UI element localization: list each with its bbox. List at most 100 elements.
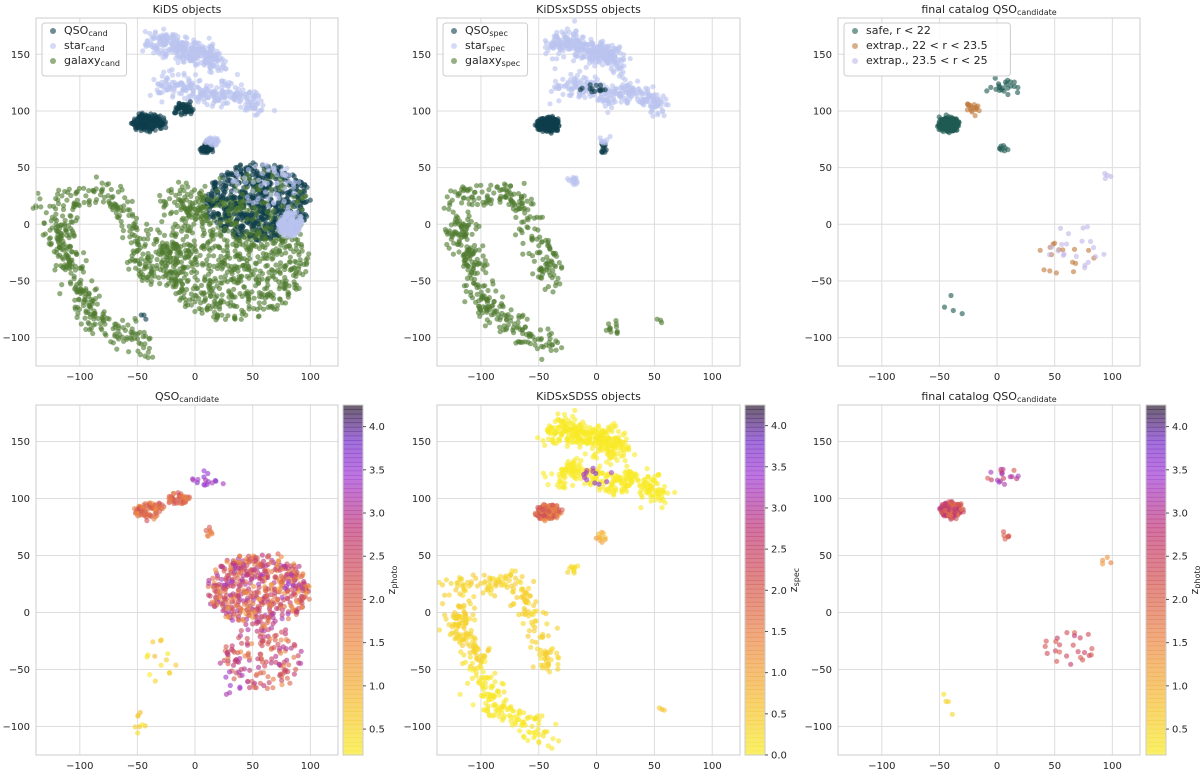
- x-tick-label: 100: [301, 372, 320, 383]
- point-galaxy: [188, 225, 194, 231]
- point-star: [169, 72, 176, 78]
- point-galaxy: [167, 259, 173, 265]
- point-galaxy: [179, 199, 185, 205]
- point-galaxy: [529, 253, 536, 259]
- point-galaxy: [539, 343, 545, 349]
- point-galaxy: [468, 218, 474, 225]
- point-galaxy: [296, 270, 303, 276]
- point-star: [215, 67, 221, 73]
- point-galaxy: [184, 227, 190, 233]
- point-galaxy: [459, 200, 465, 206]
- point-galaxy: [130, 213, 136, 219]
- point-star: [597, 51, 603, 57]
- point-galaxy: [537, 249, 543, 255]
- point-galaxy: [519, 200, 525, 207]
- point-star: [177, 55, 183, 61]
- y-tick-label: −100: [805, 333, 832, 344]
- point-star: [143, 43, 149, 49]
- point-qso: [141, 312, 147, 318]
- point-galaxy: [251, 306, 257, 312]
- point-galaxy: [553, 347, 559, 353]
- point-star: [548, 88, 555, 94]
- point-safe: [996, 81, 1002, 87]
- point-star: [627, 56, 633, 62]
- y-tick-label: −100: [404, 333, 431, 344]
- point-galaxy: [460, 188, 467, 194]
- point-star: [252, 163, 258, 169]
- point-star: [654, 92, 660, 98]
- point-galaxy: [64, 232, 70, 238]
- point-star: [171, 86, 177, 92]
- point-galaxy: [248, 244, 254, 250]
- point-star: [157, 33, 163, 39]
- point-star: [560, 76, 566, 82]
- point-galaxy: [144, 277, 150, 283]
- point-galaxy: [532, 226, 538, 232]
- point-galaxy: [214, 283, 220, 289]
- point-star: [590, 41, 596, 47]
- point-galaxy: [181, 188, 187, 194]
- point-galaxy: [127, 207, 133, 213]
- point-galaxy: [86, 321, 92, 327]
- point-extrap_faint: [1080, 225, 1086, 231]
- point-qso: [147, 128, 153, 134]
- point-galaxy: [37, 196, 43, 202]
- point-galaxy: [303, 193, 309, 199]
- point-star: [209, 137, 215, 143]
- point-galaxy: [176, 270, 182, 276]
- point-galaxy: [199, 310, 205, 316]
- point-extrap_faint: [1092, 254, 1099, 260]
- point-star: [553, 85, 559, 91]
- point-star: [614, 60, 620, 66]
- point-safe: [1015, 89, 1021, 96]
- point-galaxy: [118, 218, 124, 225]
- point-star: [655, 112, 661, 118]
- point-galaxy: [113, 321, 119, 327]
- point-star: [256, 177, 262, 183]
- point-star: [567, 37, 573, 44]
- point-galaxy: [550, 250, 556, 256]
- point-extrap_faint: [1073, 253, 1079, 259]
- point-galaxy: [142, 243, 148, 249]
- point-galaxy: [76, 185, 82, 192]
- point-galaxy: [268, 225, 274, 231]
- point-galaxy: [150, 263, 156, 269]
- point-galaxy: [82, 315, 88, 321]
- point-galaxy: [236, 277, 242, 283]
- point-star: [281, 198, 287, 204]
- point-galaxy: [93, 186, 99, 192]
- point-galaxy: [462, 254, 468, 260]
- point-extrap_faint: [1048, 244, 1054, 250]
- point-galaxy: [198, 282, 205, 288]
- point-safe: [1002, 79, 1009, 85]
- point-galaxy: [66, 243, 72, 249]
- point-galaxy: [59, 193, 65, 199]
- point-galaxy: [217, 244, 223, 251]
- point-galaxy: [154, 265, 160, 271]
- point-galaxy: [125, 199, 131, 205]
- point-galaxy: [246, 296, 252, 302]
- point-galaxy: [170, 229, 176, 235]
- point-galaxy: [513, 340, 519, 346]
- point-star: [547, 101, 553, 107]
- point-star: [228, 89, 234, 95]
- point-galaxy: [56, 187, 62, 193]
- point-galaxy: [189, 230, 195, 236]
- point-star: [189, 41, 195, 48]
- point-star: [609, 50, 615, 56]
- point-galaxy: [219, 312, 225, 318]
- point-galaxy: [531, 215, 537, 221]
- point-galaxy: [303, 257, 309, 263]
- point-star: [164, 32, 170, 38]
- point-galaxy: [214, 293, 220, 299]
- point-galaxy: [219, 266, 225, 272]
- point-star: [283, 180, 289, 186]
- point-star: [258, 107, 264, 113]
- point-galaxy: [105, 181, 112, 187]
- point-galaxy: [265, 304, 271, 310]
- point-galaxy: [232, 254, 238, 260]
- point-star: [163, 85, 169, 91]
- point-galaxy: [137, 329, 143, 335]
- point-safe: [1015, 84, 1021, 91]
